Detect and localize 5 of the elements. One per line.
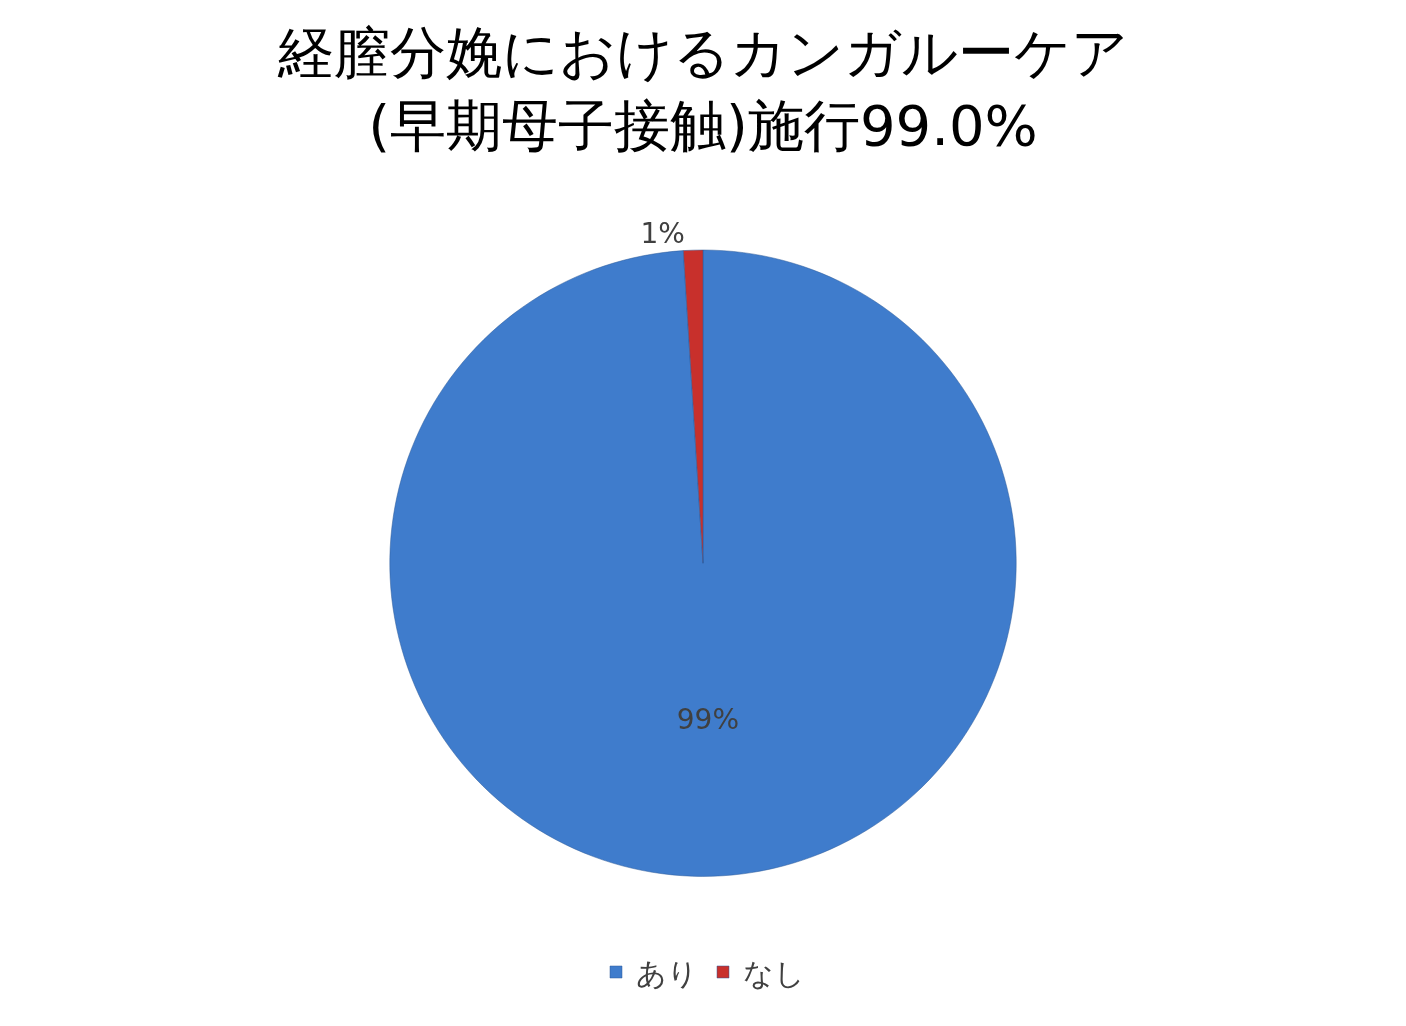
data-label: 99% [676,703,740,737]
data-label: 1% [640,217,685,251]
legend-label: あり [636,955,698,991]
legend-label: なし [743,955,805,991]
chart-title: 経膣分娩におけるカンガルーケア (早期母子接触)施行99.0% [277,19,1128,158]
